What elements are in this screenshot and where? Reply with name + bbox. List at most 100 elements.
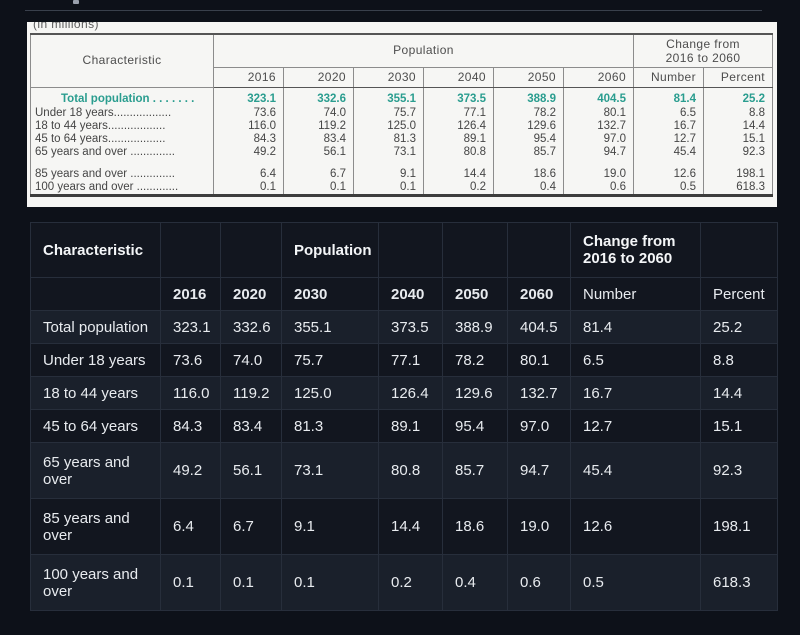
scan-gap-cell <box>423 159 494 168</box>
scan-cell: 14.4 <box>703 120 773 133</box>
scan-gap-cell <box>30 159 214 168</box>
dark-cell: 73.1 <box>281 442 379 499</box>
dark-header-year: 2030 <box>281 277 379 311</box>
scan-row-label: 45 to 64 years.................. <box>30 133 214 146</box>
scan-cell: 12.7 <box>633 133 704 146</box>
scan-cell: 78.2 <box>493 107 564 120</box>
dark-cell: 85.7 <box>442 442 508 499</box>
dark-cell: 81.3 <box>281 409 379 443</box>
scan-cell: 18.6 <box>493 168 564 181</box>
scan-cell: 49.2 <box>213 146 284 159</box>
scan-header-change-line1: Change from <box>666 36 740 51</box>
dark-header-empty <box>378 222 443 278</box>
dark-cell: 25.2 <box>700 310 778 344</box>
scan-cell: 94.7 <box>562 146 634 159</box>
scan-cell: 89.1 <box>423 133 494 146</box>
dark-header-empty <box>160 222 221 278</box>
dark-cell: 332.6 <box>220 310 282 344</box>
dark-header-number: Number <box>570 277 701 311</box>
scan-cell: 15.1 <box>703 133 773 146</box>
dark-header-empty <box>700 222 778 278</box>
scan-cell: 83.4 <box>283 133 354 146</box>
dark-cell: 15.1 <box>700 409 778 443</box>
dark-header-empty <box>442 222 508 278</box>
scan-cell: 77.1 <box>423 107 494 120</box>
dark-cell: 73.6 <box>160 343 221 377</box>
dark-row-label: Total population <box>30 310 161 344</box>
scan-cell: 95.4 <box>493 133 564 146</box>
dark-cell: 9.1 <box>281 498 379 555</box>
dark-cell: 116.0 <box>160 376 221 410</box>
dark-header-year: 2050 <box>442 277 508 311</box>
dark-cell: 94.7 <box>507 442 571 499</box>
dark-row-label: 85 years and over <box>30 498 161 555</box>
dark-cell: 6.4 <box>160 498 221 555</box>
dark-row-label: 65 years and over <box>30 442 161 499</box>
dark-cell: 8.8 <box>700 343 778 377</box>
scan-gap-cell <box>493 159 564 168</box>
scan-cell: 74.0 <box>283 107 354 120</box>
dark-cell: 125.0 <box>281 376 379 410</box>
dark-cell: 80.1 <box>507 343 571 377</box>
dark-header-year: 2060 <box>507 277 571 311</box>
dark-cell: 77.1 <box>378 343 443 377</box>
scan-cell: 81.3 <box>353 133 424 146</box>
scan-cell: 84.3 <box>213 133 284 146</box>
scan-table: Characteristic Population Change from 20… <box>30 33 774 197</box>
dark-cell: 80.8 <box>378 442 443 499</box>
scan-gap-cell <box>213 159 284 168</box>
scan-cell: 116.0 <box>213 120 284 133</box>
scan-cell: 75.7 <box>353 107 424 120</box>
scan-header-year: 2030 <box>353 67 424 88</box>
scan-cell: 92.3 <box>703 146 773 159</box>
dark-cell: 97.0 <box>507 409 571 443</box>
scan-gap-cell <box>562 159 634 168</box>
dark-cell: 12.6 <box>570 498 701 555</box>
scan-header-percent: Percent <box>703 67 773 88</box>
scan-cell: 119.2 <box>283 120 354 133</box>
dark-row-label: Under 18 years <box>30 343 161 377</box>
dark-cell: 56.1 <box>220 442 282 499</box>
scan-header-year: 2060 <box>562 67 634 88</box>
dark-header-characteristic: Characteristic <box>30 222 161 278</box>
scan-cell: 19.0 <box>562 168 634 181</box>
scan-cell: 14.4 <box>423 168 494 181</box>
scan-cell: 8.8 <box>703 107 773 120</box>
scan-cell: 45.4 <box>633 146 704 159</box>
scan-cell: 0.1 <box>353 181 424 196</box>
scan-cell: 9.1 <box>353 168 424 181</box>
dark-cell: 81.4 <box>570 310 701 344</box>
dark-cell: 49.2 <box>160 442 221 499</box>
dark-cell: 404.5 <box>507 310 571 344</box>
scan-cell: 332.6 <box>283 87 354 107</box>
dark-cell: 83.4 <box>220 409 282 443</box>
scan-cell: 6.7 <box>283 168 354 181</box>
scan-cell: 6.4 <box>213 168 284 181</box>
dark-row-label: 45 to 64 years <box>30 409 161 443</box>
dark-cell: 373.5 <box>378 310 443 344</box>
scan-cell: 97.0 <box>562 133 634 146</box>
dark-cell: 89.1 <box>378 409 443 443</box>
dark-cell: 6.5 <box>570 343 701 377</box>
dark-cell: 92.3 <box>700 442 778 499</box>
dark-header-percent: Percent <box>700 277 778 311</box>
scan-cell: 132.7 <box>562 120 634 133</box>
scan-gap-cell <box>353 159 424 168</box>
dark-header-empty <box>220 222 282 278</box>
scan-row-label: 18 to 44 years.................. <box>30 120 214 133</box>
scan-header-year: 2040 <box>423 67 494 88</box>
dark-row-label: 100 years and over <box>30 554 161 611</box>
scan-cell: 81.4 <box>633 87 704 107</box>
dark-cell: 16.7 <box>570 376 701 410</box>
scan-header-population: Population <box>212 34 634 68</box>
dark-cell: 74.0 <box>220 343 282 377</box>
dark-cell: 95.4 <box>442 409 508 443</box>
dark-cell: 129.6 <box>442 376 508 410</box>
scan-header-number: Number <box>633 67 704 88</box>
dark-header-year: 2020 <box>220 277 282 311</box>
dark-cell: 78.2 <box>442 343 508 377</box>
scan-header-year: 2020 <box>283 67 354 88</box>
scan-cell: 16.7 <box>633 120 704 133</box>
cutoff-title-fragment <box>73 0 79 4</box>
scan-header-change-line2: 2016 to 2060 <box>665 50 741 65</box>
